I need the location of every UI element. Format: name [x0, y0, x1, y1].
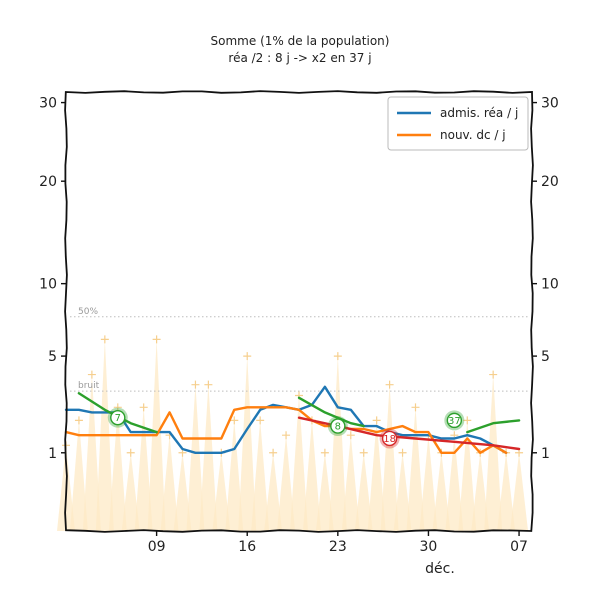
annotations: 7 8 18 37	[107, 407, 465, 449]
noise-peak	[419, 435, 438, 531]
noise-peak	[290, 395, 308, 531]
noise-peak	[238, 356, 257, 531]
noise-marker	[385, 380, 394, 389]
noise-peak	[277, 435, 296, 531]
annotation-badge	[446, 412, 463, 429]
x-tick-label: 30	[420, 539, 438, 555]
noise-marker	[204, 380, 213, 389]
chart-subtitle: réa /2 : 8 j -> x2 en 37 j	[228, 51, 371, 65]
noise-peak	[406, 407, 425, 531]
noise-peak	[510, 452, 529, 531]
noise-marker	[256, 416, 265, 425]
y-tick-label-left: 30	[39, 96, 57, 112]
chart-title: Somme (1% de la population)	[211, 34, 390, 48]
noise-peak	[134, 407, 153, 531]
noise-peak	[341, 435, 360, 531]
noise-peak	[471, 452, 490, 531]
noise-marker	[152, 335, 161, 344]
legend-box	[387, 96, 529, 151]
background-series	[57, 335, 529, 531]
series-line-series-2	[466, 419, 521, 434]
noise-peak	[458, 420, 477, 531]
y-tick-label-right: 30	[541, 96, 559, 112]
noise-peak	[225, 420, 244, 531]
axis-ticks: 1 1 5 5 10 10 20 20 30 30 09 16 23 30 07	[39, 96, 559, 555]
x-tick-label: 16	[238, 539, 256, 555]
annotation-label: 18	[383, 434, 396, 445]
noise-peak	[432, 452, 451, 531]
noise-marker	[372, 416, 381, 425]
annotation-badge	[381, 430, 398, 447]
noise-peak	[264, 452, 283, 531]
noise-peak	[69, 420, 88, 531]
noise-marker	[139, 403, 148, 412]
y-tick-label-right: 20	[541, 174, 559, 190]
noise-peak	[173, 452, 192, 531]
legend-label-dc: nouv. dc / j	[440, 128, 506, 142]
noise-marker	[269, 448, 278, 457]
x-tick-label: 09	[148, 539, 166, 555]
noise-peak	[82, 374, 101, 531]
noise-marker	[320, 448, 329, 457]
noise-peak	[212, 452, 231, 531]
legend-label-rea: admis. réa / j	[440, 106, 518, 120]
noise-peak	[484, 374, 503, 531]
noise-marker	[191, 380, 200, 389]
noise-peak	[186, 384, 205, 531]
y-tick-label-right: 5	[541, 349, 550, 365]
noise-marker	[359, 448, 368, 457]
noise-marker	[230, 416, 239, 425]
y-tick-label-left: 1	[48, 446, 57, 462]
annotation-label: 37	[448, 416, 461, 427]
y-tick-label-left: 5	[48, 349, 57, 365]
noise-marker	[333, 352, 342, 361]
noise-marker	[100, 335, 109, 344]
noise-marker	[346, 431, 355, 440]
noise-marker	[463, 416, 472, 425]
noise-peak	[160, 435, 179, 531]
x-tick-label: 07	[510, 539, 528, 555]
threshold-lines: 50% bruit	[70, 307, 528, 392]
y-tick-label-left: 10	[39, 277, 57, 293]
y-tick-label-left: 20	[39, 174, 57, 190]
noise-peak	[393, 452, 412, 531]
y-tick-label-right: 10	[541, 277, 559, 293]
annotation-label: 7	[115, 413, 121, 424]
noise-peak	[251, 420, 270, 531]
noise-marker	[126, 448, 135, 457]
y-tick-label-right: 1	[541, 446, 550, 462]
annotation-badge	[330, 418, 346, 434]
noise-marker	[74, 416, 83, 425]
noise-peak	[380, 384, 399, 531]
x-axis-label: déc.	[425, 561, 455, 577]
noise-peak	[445, 435, 464, 531]
noise-marker	[282, 431, 291, 440]
annotation-badge	[110, 409, 126, 426]
annotation-label: 8	[335, 422, 341, 433]
series-line-series-2	[297, 396, 365, 428]
noise-marker	[87, 370, 96, 379]
noise-peak	[497, 452, 516, 531]
noise-peak	[315, 452, 334, 531]
noise-peak	[302, 420, 321, 531]
noise-peak	[199, 384, 218, 531]
plot-frame	[64, 90, 534, 533]
noise-peak	[108, 407, 127, 531]
noise-marker	[489, 370, 498, 379]
legend: admis. réa / j nouv. dc / j	[387, 96, 529, 151]
noise-peak	[354, 452, 373, 531]
noise-peak	[121, 452, 140, 531]
threshold-label: 50%	[78, 307, 98, 317]
noise-marker	[398, 448, 407, 457]
threshold-label: bruit	[78, 381, 100, 391]
noise-marker	[243, 352, 252, 361]
noise-peak	[328, 356, 347, 531]
noise-marker	[411, 403, 420, 412]
noise-peak	[367, 420, 386, 531]
x-tick-label: 23	[329, 539, 347, 555]
